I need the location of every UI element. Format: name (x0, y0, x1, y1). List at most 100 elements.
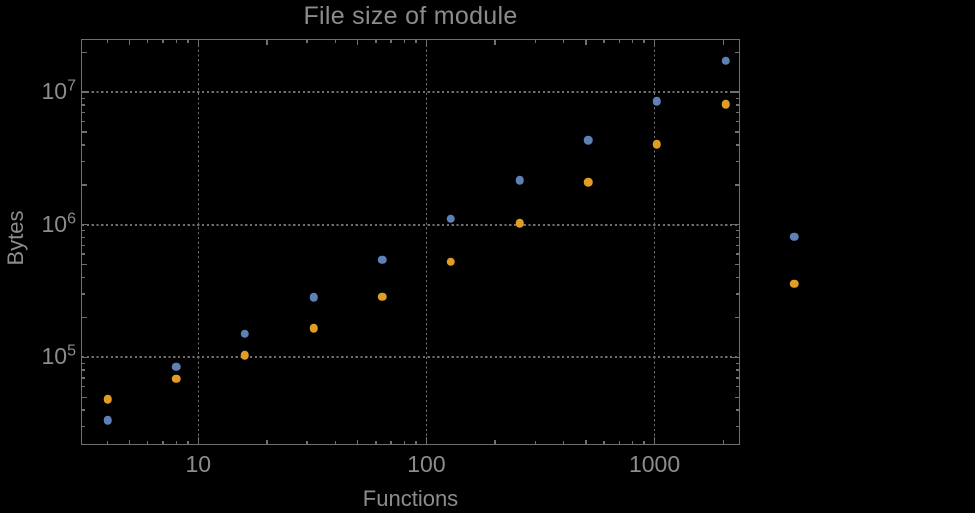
x-tick (563, 40, 565, 43)
data-point-series-2 (377, 292, 387, 302)
x-tick (534, 40, 536, 43)
x-tick (187, 40, 189, 43)
data-point-series-2 (721, 99, 730, 109)
y-tick (736, 293, 739, 295)
y-tick (82, 144, 85, 146)
data-point-series-1 (515, 175, 524, 185)
x-tick (306, 40, 308, 43)
data-point-series-1 (103, 415, 112, 425)
data-point-series-2 (583, 178, 593, 187)
y-tick (734, 316, 739, 319)
y-tick (82, 409, 85, 411)
y-tick-label: 105 (41, 342, 77, 370)
y-tick (82, 377, 85, 379)
y-tick (732, 224, 739, 226)
data-point-series-1 (171, 362, 181, 371)
y-tick (734, 184, 739, 186)
x-tick (653, 437, 656, 444)
y-axis-label: Bytes (3, 210, 28, 266)
y-tick (734, 51, 739, 53)
x-tick (722, 439, 724, 444)
y-tick (736, 160, 739, 163)
x-tick (375, 441, 377, 444)
data-point-series-2 (789, 279, 799, 288)
x-tick (334, 40, 337, 43)
x-tick (128, 439, 131, 444)
y-tick (82, 97, 85, 99)
x-gridline (425, 40, 428, 444)
x-tick-label: 1000 (628, 451, 681, 477)
y-tick (736, 104, 739, 106)
y-tick (736, 409, 739, 411)
x-tick (534, 441, 536, 444)
x-tick (266, 439, 268, 444)
y-tick (82, 111, 85, 114)
y-gridline (82, 223, 739, 226)
y-gridline (82, 356, 739, 359)
x-tick (618, 441, 620, 444)
x-tick (390, 40, 392, 43)
x-gridline (653, 40, 656, 444)
y-tick (736, 236, 739, 239)
y-tick (734, 396, 739, 398)
data-point-series-2 (309, 324, 318, 333)
data-point-series-1 (721, 56, 730, 66)
x-tick (375, 40, 377, 43)
y-tick (82, 131, 87, 133)
y-tick (82, 230, 85, 232)
x-tick (106, 40, 109, 43)
y-tick (82, 356, 89, 358)
data-point-series-2 (515, 218, 524, 228)
y-tick (82, 362, 85, 365)
y-tick (736, 144, 739, 146)
x-tick (357, 40, 359, 45)
x-tick (425, 40, 428, 47)
x-tick (631, 441, 634, 444)
x-tick (494, 439, 496, 444)
x-tick (147, 40, 149, 43)
y-tick (736, 230, 739, 232)
data-point-series-2 (652, 140, 662, 149)
y-tick (82, 184, 87, 186)
x-tick (197, 40, 199, 47)
y-tick (82, 160, 85, 163)
y-tick (736, 276, 739, 279)
x-tick (187, 441, 189, 444)
plot-frame (81, 39, 740, 445)
x-tick (334, 441, 337, 444)
y-tick (736, 111, 739, 114)
y-tick (736, 369, 739, 371)
y-tick (736, 244, 739, 246)
y-tick (82, 51, 87, 53)
chart-title: File size of module (303, 2, 518, 30)
x-tick (425, 437, 428, 444)
x-tick-label: 10 (185, 451, 212, 477)
y-tick-label: 106 (41, 210, 77, 237)
x-tick (390, 441, 392, 444)
x-tick (403, 441, 406, 444)
x-tick (175, 441, 177, 444)
data-point-series-1 (446, 214, 456, 223)
x-axis-label: Functions (362, 486, 459, 511)
y-tick (82, 244, 85, 246)
data-point-series-2 (171, 374, 181, 384)
y-tick-label: 107 (41, 77, 77, 105)
x-tick-label: 100 (407, 451, 446, 477)
y-tick (82, 276, 85, 279)
y-tick (736, 362, 739, 365)
data-point-series-1 (309, 293, 318, 302)
x-tick (643, 40, 645, 43)
x-tick (618, 40, 620, 43)
data-point-series-1 (789, 232, 799, 241)
x-tick (563, 441, 565, 444)
y-tick (82, 293, 85, 295)
x-gridline (197, 40, 200, 444)
data-point-series-2 (103, 395, 112, 404)
y-tick (82, 425, 85, 428)
y-tick (82, 253, 85, 255)
y-tick (734, 131, 739, 133)
y-tick (736, 253, 739, 255)
y-tick (82, 224, 89, 226)
x-tick (357, 439, 359, 444)
